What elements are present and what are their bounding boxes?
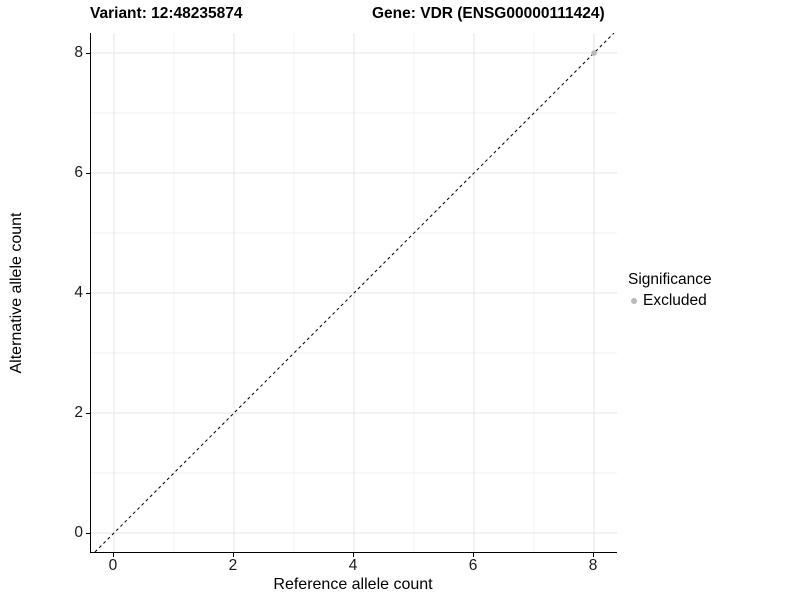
x-axis-tick-label: 6 (468, 557, 478, 574)
y-axis-tick (86, 52, 90, 54)
y-axis-tick-label: 2 (74, 403, 83, 421)
y-axis-tick (86, 292, 90, 294)
x-axis-tick (232, 553, 234, 557)
plot-title-gene: Gene: VDR (ENSG00000111424) (372, 5, 605, 22)
data-point-excluded (591, 50, 597, 56)
y-axis-tick (86, 412, 90, 414)
identity-reference-line (94, 33, 615, 552)
y-axis-title: Alternative allele count (8, 212, 25, 374)
plot-title-variant: Variant: 12:48235874 (90, 5, 243, 22)
x-axis-tick-label: 2 (228, 557, 238, 574)
y-axis-tick-label: 0 (74, 523, 83, 541)
x-axis-tick (112, 553, 114, 557)
legend-title: Significance (628, 271, 712, 288)
x-axis-tick (353, 553, 354, 557)
x-axis-tick-label: 0 (108, 557, 118, 574)
legend: Significance Excluded (628, 271, 712, 310)
plot-panel-canvas (91, 33, 617, 552)
plot-panel (90, 33, 617, 553)
legend-item-label: Excluded (643, 292, 707, 309)
y-axis-tick (86, 532, 90, 534)
x-axis-tick-label: 4 (348, 557, 358, 574)
excluded-point-icon (631, 298, 637, 304)
y-axis-tick-label: 8 (74, 43, 83, 61)
legend-item-excluded: Excluded (631, 292, 712, 310)
x-axis-tick (593, 553, 595, 557)
x-axis-tick (473, 553, 474, 557)
x-axis-title: Reference allele count (273, 576, 433, 593)
y-axis-tick (86, 172, 90, 174)
x-axis-tick-label: 8 (588, 557, 598, 574)
y-axis-tick-label: 4 (74, 283, 83, 301)
y-axis-tick-label: 6 (74, 163, 83, 181)
